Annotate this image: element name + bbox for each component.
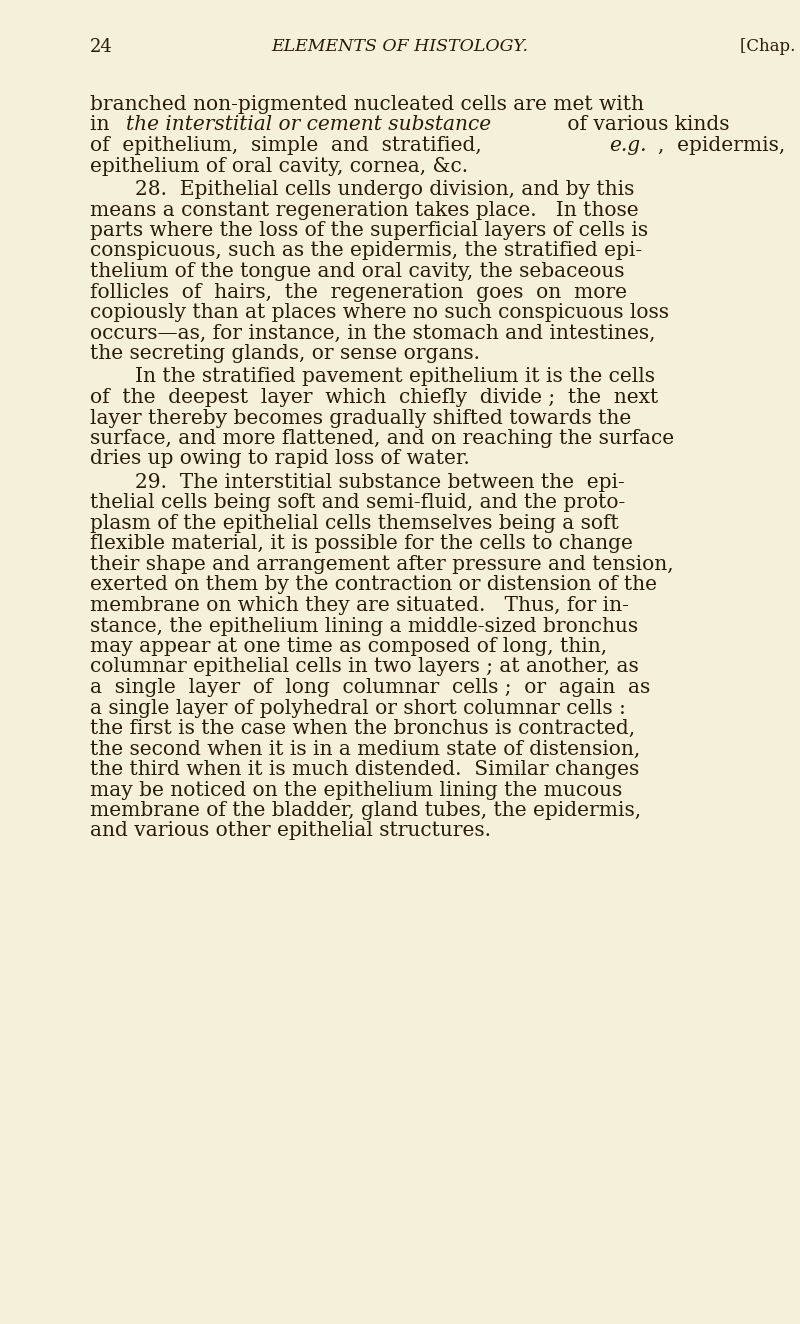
Text: 24: 24 bbox=[90, 38, 113, 56]
Text: the first is the case when the bronchus is contracted,: the first is the case when the bronchus … bbox=[90, 719, 635, 737]
Text: plasm of the epithelial cells themselves being a soft: plasm of the epithelial cells themselves… bbox=[90, 514, 618, 534]
Text: membrane of the bladder, gland tubes, the epidermis,: membrane of the bladder, gland tubes, th… bbox=[90, 801, 641, 820]
Text: epithelium of oral cavity, cornea, &c.: epithelium of oral cavity, cornea, &c. bbox=[90, 156, 468, 176]
Text: membrane on which they are situated.   Thus, for in-: membrane on which they are situated. Thu… bbox=[90, 596, 629, 616]
Text: the secreting glands, or sense organs.: the secreting glands, or sense organs. bbox=[90, 344, 480, 363]
Text: flexible material, it is possible for the cells to change: flexible material, it is possible for th… bbox=[90, 535, 633, 553]
Text: and various other epithelial structures.: and various other epithelial structures. bbox=[90, 821, 491, 841]
Text: follicles  of  hairs,  the  regeneration  goes  on  more: follicles of hairs, the regeneration goe… bbox=[90, 282, 627, 302]
Text: may be noticed on the epithelium lining the mucous: may be noticed on the epithelium lining … bbox=[90, 781, 622, 800]
Text: ,  epidermis,: , epidermis, bbox=[658, 136, 785, 155]
Text: of various kinds: of various kinds bbox=[562, 115, 730, 135]
Text: their shape and arrangement after pressure and tension,: their shape and arrangement after pressu… bbox=[90, 555, 674, 575]
Text: conspicuous, such as the epidermis, the stratified epi-: conspicuous, such as the epidermis, the … bbox=[90, 241, 642, 261]
Text: the second when it is in a medium state of distension,: the second when it is in a medium state … bbox=[90, 740, 640, 759]
Text: stance, the epithelium lining a middle-sized bronchus: stance, the epithelium lining a middle-s… bbox=[90, 617, 638, 636]
Text: means a constant regeneration takes place.   In those: means a constant regeneration takes plac… bbox=[90, 200, 638, 220]
Text: 28.  Epithelial cells undergo division, and by this: 28. Epithelial cells undergo division, a… bbox=[135, 180, 634, 199]
Text: in: in bbox=[90, 115, 116, 135]
Text: 29.  The interstitial substance between the  epi-: 29. The interstitial substance between t… bbox=[135, 473, 625, 493]
Text: dries up owing to rapid loss of water.: dries up owing to rapid loss of water. bbox=[90, 450, 470, 469]
Text: e.g.: e.g. bbox=[610, 136, 647, 155]
Text: of  epithelium,  simple  and  stratified,: of epithelium, simple and stratified, bbox=[90, 136, 494, 155]
Text: of  the  deepest  layer  which  chiefly  divide ;  the  next: of the deepest layer which chiefly divid… bbox=[90, 388, 658, 406]
Text: columnar epithelial cells in two layers ; at another, as: columnar epithelial cells in two layers … bbox=[90, 658, 638, 677]
Text: a  single  layer  of  long  columnar  cells ;  or  again  as: a single layer of long columnar cells ; … bbox=[90, 678, 650, 696]
Text: thelial cells being soft and semi-fluid, and the proto-: thelial cells being soft and semi-fluid,… bbox=[90, 494, 626, 512]
Text: exerted on them by the contraction or distension of the: exerted on them by the contraction or di… bbox=[90, 576, 657, 594]
Text: ELEMENTS OF HISTOLOGY.: ELEMENTS OF HISTOLOGY. bbox=[271, 38, 529, 56]
Text: surface, and more flattened, and on reaching the surface: surface, and more flattened, and on reac… bbox=[90, 429, 674, 448]
Text: parts where the loss of the superficial layers of cells is: parts where the loss of the superficial … bbox=[90, 221, 648, 240]
Text: layer thereby becomes gradually shifted towards the: layer thereby becomes gradually shifted … bbox=[90, 409, 631, 428]
Text: [Chap. III.: [Chap. III. bbox=[740, 38, 800, 56]
Text: thelium of the tongue and oral cavity, the sebaceous: thelium of the tongue and oral cavity, t… bbox=[90, 262, 625, 281]
Text: may appear at one time as composed of long, thin,: may appear at one time as composed of lo… bbox=[90, 637, 607, 655]
Text: a single layer of polyhedral or short columnar cells :: a single layer of polyhedral or short co… bbox=[90, 699, 626, 718]
Text: branched non-pigmented nucleated cells are met with: branched non-pigmented nucleated cells a… bbox=[90, 95, 644, 114]
Text: the interstitial or cement substance: the interstitial or cement substance bbox=[126, 115, 491, 135]
Text: the third when it is much distended.  Similar changes: the third when it is much distended. Sim… bbox=[90, 760, 639, 779]
Text: In the stratified pavement epithelium it is the cells: In the stratified pavement epithelium it… bbox=[135, 368, 655, 387]
Text: occurs—as, for instance, in the stomach and intestines,: occurs—as, for instance, in the stomach … bbox=[90, 323, 655, 343]
Text: copiously than at places where no such conspicuous loss: copiously than at places where no such c… bbox=[90, 303, 669, 322]
